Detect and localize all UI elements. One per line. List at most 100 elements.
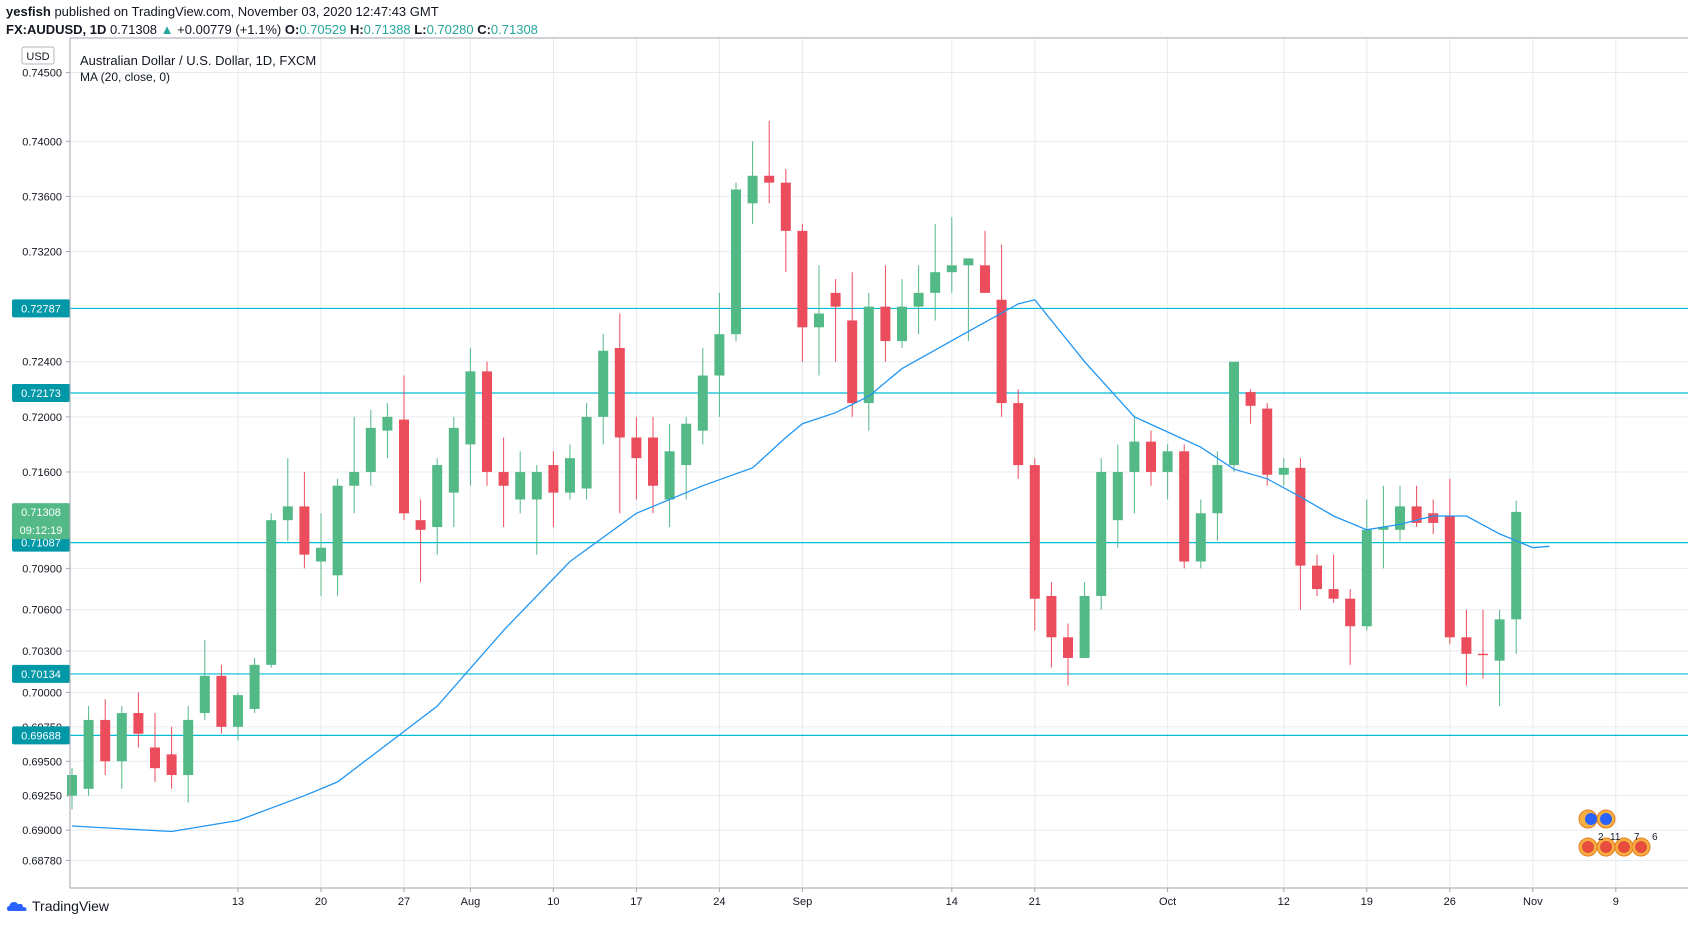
candle-body: [233, 695, 243, 727]
level-badge-label: 0.69688: [21, 730, 61, 742]
candle-body: [681, 423, 692, 466]
australia-flag-icon: [1585, 813, 1597, 825]
candle-body: [664, 451, 675, 500]
candle-body: [1212, 465, 1223, 514]
x-tick-label: Aug: [461, 896, 481, 908]
candle-body: [216, 675, 227, 727]
candle-body: [415, 520, 426, 530]
publisher-name[interactable]: yesfish: [6, 4, 51, 19]
candle-body: [1494, 619, 1505, 661]
us-flag-icon: [1618, 841, 1630, 853]
y-tick-label: 0.70000: [22, 687, 62, 699]
candle-body: [1013, 403, 1024, 466]
candle-body: [880, 306, 891, 342]
svg-text:6: 6: [1652, 832, 1658, 843]
candle-body: [1245, 392, 1256, 406]
y-tick-label: 0.70300: [22, 646, 62, 658]
candle-body: [1378, 527, 1389, 530]
candle-body: [814, 313, 824, 328]
level-badge: [12, 384, 70, 403]
published-info: published on TradingView.com, November 0…: [54, 4, 439, 19]
candle-body: [1112, 471, 1123, 521]
x-tick-label: 17: [630, 896, 642, 908]
candle-body: [714, 334, 725, 376]
events-icon-group[interactable]: 2 11 7 6: [1578, 809, 1658, 857]
candle-body: [1444, 516, 1455, 638]
candle-body: [183, 719, 194, 776]
currency-badge-label: USD: [26, 51, 49, 63]
candle-body: [100, 719, 111, 762]
candle-body: [1428, 513, 1439, 523]
candle-body: [432, 465, 443, 528]
y-tick-label: 0.68780: [22, 855, 62, 867]
high-label: H:: [349, 22, 364, 37]
candle-body: [83, 719, 94, 789]
chart-title: Australian Dollar / U.S. Dollar, 1D, FXC…: [80, 53, 316, 68]
time-axis[interactable]: 13 20 27 Aug 10 17 24 Sep 14 21 Oct 12 19 26 Nov 9: [232, 888, 1619, 908]
y-tick-label: 0.70600: [22, 605, 62, 617]
x-tick-label: 27: [398, 896, 410, 908]
candle-body: [963, 258, 974, 266]
candle-body: [996, 299, 1007, 404]
candle-body: [266, 520, 277, 665]
candle-body: [697, 375, 708, 431]
candle-body: [448, 427, 459, 493]
candle-body: [365, 427, 376, 472]
candle-body: [1511, 511, 1522, 620]
candle-body: [1395, 506, 1405, 530]
candle-body: [897, 306, 907, 342]
candle-body: [399, 419, 409, 514]
candle-body: [1312, 565, 1322, 590]
candle-body: [648, 437, 658, 486]
candle-body: [199, 675, 210, 714]
candle-body: [930, 272, 941, 293]
price-axis[interactable]: 0.74500 0.74000 0.73600 0.73200 0.72400 0.720…: [12, 67, 70, 867]
low-label: L:: [414, 22, 427, 37]
candle-body: [282, 506, 293, 521]
x-tick-label: Oct: [1159, 896, 1176, 908]
us-flag-icon: [1582, 841, 1594, 853]
candlestick-series: [67, 120, 1522, 810]
candle-body: [747, 175, 758, 204]
currency-badge: USD: [21, 46, 55, 65]
plot-frame: [69, 37, 1688, 889]
candle-body: [482, 371, 492, 472]
x-tick-label: 21: [1029, 896, 1041, 908]
high-value: 0.71388: [363, 22, 411, 37]
level-badge: [12, 726, 70, 745]
publish-header: yesfish published on TradingView.com, No…: [6, 4, 439, 19]
candle-body: [349, 471, 360, 486]
y-tick-label: 0.69500: [22, 756, 62, 768]
y-tick-label: 0.72000: [22, 412, 62, 424]
tradingview-logo[interactable]: TradingView: [6, 898, 109, 914]
ma-legend: MA (20, close, 0): [80, 70, 170, 84]
level-badge-label: 0.71087: [21, 538, 61, 550]
candle-body: [1195, 513, 1206, 562]
candle-body: [913, 292, 924, 307]
candle-body: [1345, 598, 1356, 627]
x-tick-label: 24: [713, 896, 725, 908]
y-tick-label: 0.74000: [22, 136, 62, 148]
bar-countdown: 09:12:19: [20, 525, 63, 537]
last-price-badge: [12, 503, 70, 540]
us-flag-icon: [1635, 841, 1647, 853]
price-change: +0.00779 (+1.1%): [177, 22, 282, 37]
x-tick-label: 19: [1361, 896, 1373, 908]
open-value: 0.70529: [299, 22, 347, 37]
candle-body: [1461, 637, 1472, 654]
candle-body: [150, 747, 160, 769]
close-value: 0.71308: [490, 22, 538, 37]
candle-body: [980, 265, 990, 293]
symbol-label: FX:AUDUSD, 1D: [6, 22, 107, 37]
candle-body: [946, 265, 957, 273]
candle-body: [581, 416, 592, 489]
candle-body: [1262, 408, 1273, 475]
candle-body: [465, 371, 476, 445]
candle-body: [614, 347, 625, 438]
y-tick-label: 0.74500: [22, 67, 62, 79]
candle-body: [780, 182, 791, 231]
candle-body: [316, 547, 326, 562]
candle-body: [498, 471, 509, 486]
x-tick-label: 9: [1613, 896, 1619, 908]
